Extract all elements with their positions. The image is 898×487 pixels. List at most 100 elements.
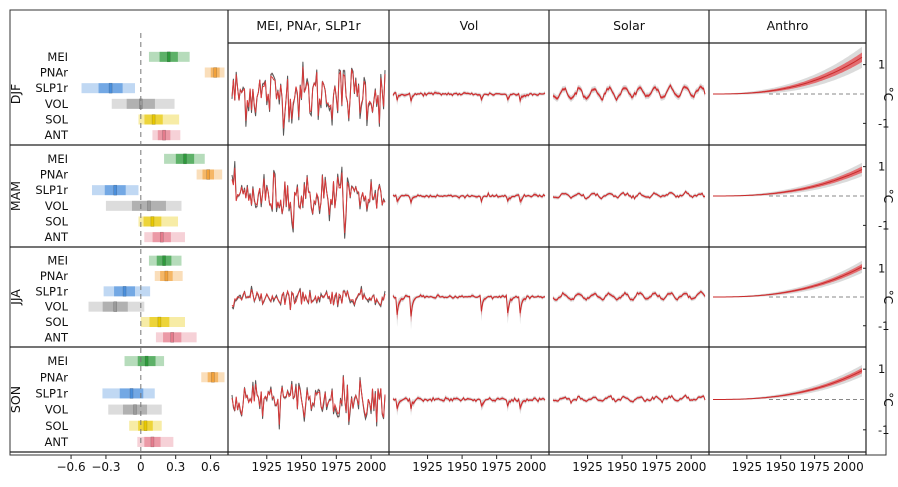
coef-median-mark [164,270,169,282]
predictor-label: VOL [45,300,69,314]
predictor-label: ANT [45,435,69,449]
year-axis-tick-label: 1950 [607,460,638,474]
response-series-line [713,169,863,197]
year-axis-tick-label: 1950 [447,460,478,474]
year-axis-tick-label: 1975 [481,460,512,474]
response-series-line [552,84,706,102]
predictor-label: MEI [47,354,68,368]
unit-label: °C [881,290,895,304]
uncertainty-band [393,90,545,108]
predictor-label: SOL [45,419,68,433]
predictor-label: MEI [47,254,68,268]
coef-median-mark [162,129,166,141]
predictor-label: ANT [45,128,69,142]
coef-median-mark [162,255,166,266]
coef-axis-tick-label: −0.3 [91,460,120,474]
predictor-label: SLP1r [35,386,68,400]
right-axis-tick-label: 1 [878,362,885,376]
predictor-label: PNAr [40,370,68,384]
response-series-line [713,56,863,95]
year-axis-tick-label: 1950 [286,460,317,474]
year-axis-tick-label: 2000 [516,460,547,474]
season-label: MAM [8,181,23,211]
year-axis-tick-label: 1925 [412,460,443,474]
predictor-label: PNAr [40,66,68,80]
coef-median-mark [108,82,113,94]
year-axis-tick-label: 1925 [572,460,603,474]
predictor-label: PNAr [40,168,68,182]
predictor-label: SOL [45,113,68,127]
year-axis-tick-label: 1925 [251,460,282,474]
right-axis-tick-label: -1 [878,423,889,437]
coef-median-mark [143,420,148,431]
coef-median-mark [150,436,155,448]
fitted-series-line [231,376,386,425]
year-axis-tick-label: 2000 [676,460,707,474]
column-title: MEI, PNAr, SLP1r [256,18,361,33]
coef-axis-tick-label: 0.6 [201,460,220,474]
season-label: JJA [8,289,23,306]
right-axis-tick-label: 1 [878,261,885,275]
unit-label: °C [881,392,895,406]
coef-median-mark [122,286,127,297]
predictor-label: SOL [45,315,68,329]
response-series-line [552,394,706,405]
coef-median-mark [129,388,134,399]
response-series-line [392,92,546,103]
season-label: SON [8,386,23,413]
response-series-line [713,266,863,298]
year-axis-tick-label: 1950 [765,460,796,474]
predictor-label: SLP1r [35,183,68,197]
year-axis-tick-label: 1975 [321,460,352,474]
coef-median-mark [113,301,117,312]
predictor-label: ANT [45,230,69,244]
season-label: DJF [8,84,23,105]
coef-axis-tick-label: −0.6 [56,460,85,474]
figure-frame [9,9,887,456]
predictor-label: SLP1r [35,81,68,95]
coef-axis-tick-label: 0.3 [166,460,185,474]
coef-median-mark [150,216,155,227]
response-series-line [392,191,546,205]
coef-median-mark [159,231,164,243]
year-axis-tick-label: 2000 [356,460,387,474]
response-series-line [392,396,546,410]
predictor-label: MEI [47,152,68,166]
year-axis-tick-label: 1975 [641,460,672,474]
coef-median-mark [170,332,174,343]
predictor-label: VOL [45,97,69,111]
uncertainty-band [393,189,545,208]
year-axis-tick-label: 1925 [732,460,763,474]
coef-median-mark [133,404,137,415]
column-title: Anthro [767,18,809,33]
coef-median-mark [166,51,171,63]
coef-median-mark [183,153,187,165]
coef-median-mark [144,355,149,367]
predictor-label: PNAr [40,269,68,283]
fitted-series-line [231,66,386,129]
predictor-label: ANT [45,330,69,344]
predictor-label: VOL [45,403,69,417]
coef-median-mark [206,169,210,180]
predictor-label: VOL [45,199,69,213]
coef-median-mark [211,372,215,383]
coef-median-mark [151,114,156,125]
coef-median-mark [157,316,162,328]
fitted-series-line [231,167,386,234]
unit-label: °C [881,87,895,101]
uncertainty-band [553,289,705,303]
response-series-line [552,190,706,200]
right-axis-tick-label: -1 [878,319,889,333]
predictor-label: SOL [45,215,68,229]
column-title: Solar [613,18,646,33]
fitted-series-line [231,288,386,310]
predictor-label: MEI [47,50,68,64]
coef-axis-tick-label: 0 [137,460,145,474]
response-series-line [392,294,546,317]
labels-layer: MEI, PNAr, SLP1r Vol Solar Anthro −0.6 −0.3 0 0… [8,18,895,474]
right-axis-tick-label: -1 [878,116,889,130]
year-axis-tick-label: 2000 [833,460,864,474]
uncertainty-band [713,47,862,95]
